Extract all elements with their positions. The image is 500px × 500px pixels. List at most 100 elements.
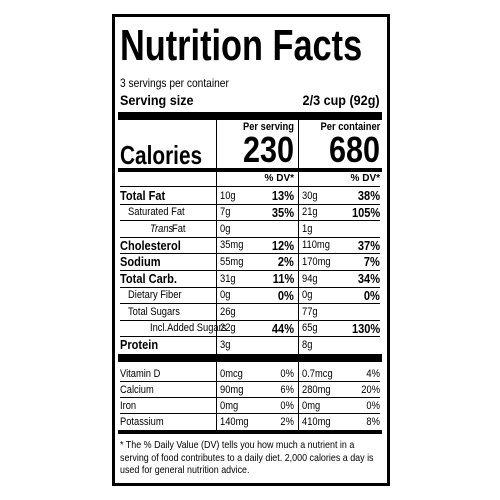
daily-value: 8% — [366, 415, 380, 428]
amount: 65g — [302, 322, 318, 335]
rule — [120, 381, 380, 382]
dv-header: % DV* — [350, 173, 380, 184]
rule — [120, 270, 380, 271]
dv-header: % DV* — [264, 173, 294, 184]
nutrient-name: Cholesterol — [120, 237, 181, 253]
column-header: Per serving — [243, 121, 294, 133]
amount: 3g — [220, 338, 231, 351]
daily-value: 6% — [280, 383, 294, 396]
servings: 3 servings per container — [120, 76, 229, 90]
daily-value: 0% — [280, 399, 294, 412]
nutrient-name: Saturated Fat — [128, 206, 185, 219]
amount: 94g — [302, 272, 318, 285]
rule — [120, 336, 380, 338]
amount: 31g — [220, 272, 236, 285]
nutrient-name: Total Fat — [120, 188, 166, 203]
calories-value: 680 — [328, 129, 380, 170]
column-divider — [216, 362, 217, 430]
amount: 35mg — [220, 239, 244, 252]
daily-value: 20% — [361, 383, 380, 396]
daily-value: 105% — [351, 204, 380, 220]
nutrient-name: Dietary Fiber — [128, 289, 182, 302]
serving-size-label: Serving size — [120, 92, 194, 108]
column-header: Per container — [320, 121, 380, 133]
column-divider — [298, 362, 299, 430]
amount: 280mg — [302, 383, 331, 396]
vitamin-name: Potassium — [120, 415, 164, 428]
medium-rule — [118, 430, 382, 434]
column-divider — [298, 115, 299, 354]
daily-value: 11% — [272, 271, 294, 286]
calories-value: 230 — [242, 129, 294, 170]
daily-value: 44% — [271, 320, 294, 336]
daily-value: 37% — [357, 237, 380, 253]
amount: 410mg — [302, 415, 331, 428]
daily-value: 2% — [278, 254, 294, 270]
amount: 0mg — [302, 399, 321, 412]
footnote: * The % Daily Value (DV) tells you how m… — [120, 439, 374, 477]
serving-size-value: 2/3 cup (92g) — [302, 92, 380, 108]
vitamin-name: Calcium — [120, 383, 154, 396]
rule — [120, 286, 380, 288]
rule — [120, 203, 380, 205]
rule — [120, 220, 380, 222]
rule — [120, 186, 380, 187]
amount: 8g — [302, 338, 313, 351]
amount: 1g — [302, 222, 313, 235]
daily-value: 12% — [271, 237, 294, 253]
rule — [120, 397, 380, 398]
amount: 170mg — [302, 255, 331, 268]
thick-rule — [118, 112, 382, 120]
medium-rule — [118, 168, 382, 172]
nutrition-label — [112, 14, 390, 486]
amount: 0g — [220, 222, 231, 235]
amount: 0mcg — [220, 367, 243, 380]
nutrient-name: Fat — [172, 222, 186, 235]
vitamin-name: Vitamin D — [120, 367, 161, 380]
daily-value: 0% — [280, 367, 294, 380]
amount: 26g — [220, 305, 236, 318]
daily-value: 7% — [364, 254, 380, 270]
nutrient-name: Protein — [120, 337, 159, 353]
amount: 55mg — [220, 255, 244, 268]
daily-value: 2% — [280, 415, 294, 428]
title: Nutrition Facts — [120, 21, 363, 70]
daily-value: 34% — [357, 271, 380, 286]
rule — [120, 319, 380, 321]
daily-value: 130% — [351, 320, 380, 336]
rule — [120, 413, 380, 414]
nutrient-name: Sodium — [120, 254, 161, 270]
daily-value: 38% — [357, 188, 380, 203]
nutrient-name: Incl.Added Sugars — [150, 322, 227, 335]
amount: 140mg — [220, 415, 249, 428]
amount: 0mg — [220, 399, 239, 412]
amount: 0g — [302, 289, 313, 302]
daily-value: 0% — [366, 399, 380, 412]
daily-value: 4% — [366, 367, 380, 380]
rule — [120, 303, 380, 305]
calories-label: Calories — [120, 140, 203, 170]
amount: 21g — [302, 206, 318, 219]
daily-value: 0% — [278, 287, 294, 303]
amount: 22g — [220, 322, 236, 335]
column-divider — [216, 115, 217, 354]
amount: 30g — [302, 189, 318, 202]
amount: 90mg — [220, 383, 244, 396]
daily-value: 35% — [271, 204, 294, 220]
vitamin-name: Iron — [120, 399, 137, 412]
rule — [120, 236, 380, 238]
rule — [120, 253, 380, 255]
amount: 77g — [302, 305, 318, 318]
amount: 7g — [220, 206, 231, 219]
daily-value: 13% — [271, 188, 294, 203]
daily-value: 0% — [364, 287, 380, 303]
nutrient-name: Total Carb. — [120, 271, 177, 286]
nutrient-name: Total Sugars — [128, 305, 180, 318]
amount: 110mg — [302, 239, 330, 252]
amount: 0g — [220, 289, 231, 302]
thick-rule — [118, 354, 382, 362]
amount: 10g — [220, 189, 236, 202]
nutrient-prefix: Trans — [150, 222, 174, 235]
amount: 0.7mcg — [302, 367, 333, 380]
